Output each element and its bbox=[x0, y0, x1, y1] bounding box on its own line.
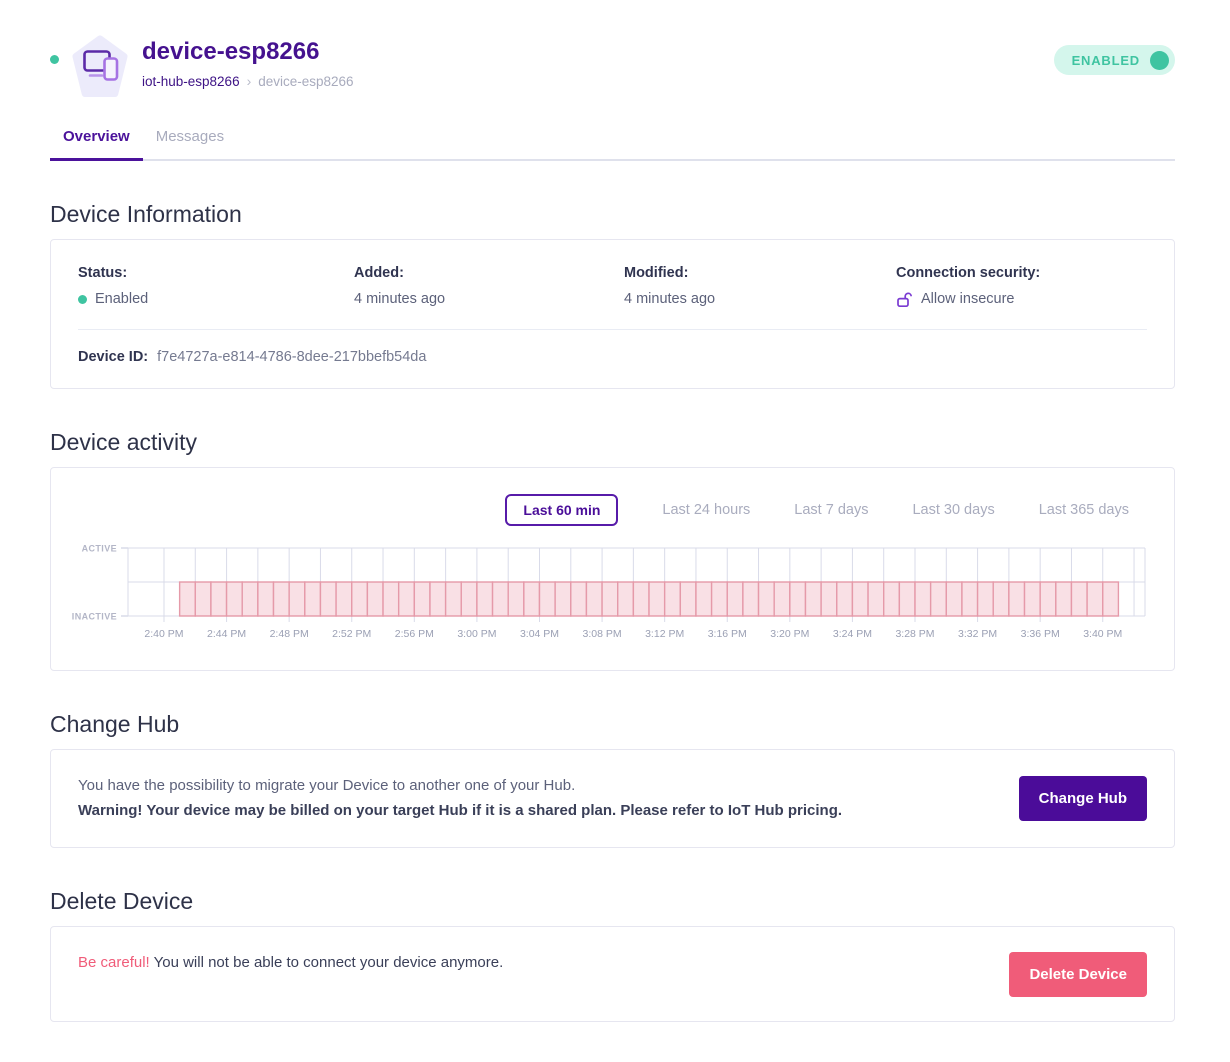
change-hub-heading: Change Hub bbox=[50, 711, 180, 737]
svg-text:3:20 PM: 3:20 PM bbox=[770, 628, 809, 640]
svg-text:3:28 PM: 3:28 PM bbox=[895, 628, 934, 640]
delete-device-card: Be careful! You will not be able to conn… bbox=[50, 926, 1175, 1023]
svg-text:3:08 PM: 3:08 PM bbox=[583, 628, 622, 640]
card-divider bbox=[78, 329, 1147, 330]
field-added: Added: 4 minutes ago bbox=[354, 265, 624, 308]
enabled-toggle[interactable]: ENABLED bbox=[1053, 45, 1175, 75]
device-activity-heading: Device activity bbox=[50, 429, 197, 455]
svg-text:2:56 PM: 2:56 PM bbox=[395, 628, 434, 640]
presence-dot-icon bbox=[50, 55, 59, 64]
change-hub-warning: Warning! Your device may be billed on yo… bbox=[78, 801, 843, 819]
breadcrumb-separator: › bbox=[246, 73, 252, 89]
field-connection-security-value: Allow insecure bbox=[921, 291, 1015, 307]
tab-bar: Overview Messages bbox=[50, 122, 1175, 161]
field-status: Status: Enabled bbox=[78, 265, 354, 308]
field-connection-security-label: Connection security: bbox=[896, 265, 1041, 281]
range-last-30-days[interactable]: Last 30 days bbox=[912, 502, 995, 518]
enabled-badge-label: ENABLED bbox=[1071, 52, 1140, 68]
svg-text:3:04 PM: 3:04 PM bbox=[520, 628, 559, 640]
change-hub-description: You have the possibility to migrate your… bbox=[78, 777, 576, 794]
toggle-on-icon bbox=[1150, 50, 1169, 70]
device-id-label: Device ID: bbox=[78, 349, 149, 365]
svg-text:2:52 PM: 2:52 PM bbox=[332, 628, 371, 640]
svg-text:3:24 PM: 3:24 PM bbox=[833, 628, 872, 640]
device-information-card: Status: Enabled Added: 4 minutes ago Mod… bbox=[50, 239, 1175, 389]
device-information-heading: Device Information bbox=[50, 201, 242, 227]
delete-warning-text: You will not be able to connect your dev… bbox=[149, 954, 504, 972]
device-id-value: f7e4727a-e814-4786-8dee-217bbefb54da bbox=[157, 349, 427, 365]
page-header: device-esp8266 iot-hub-esp8266 › device-… bbox=[50, 26, 1175, 102]
device-activity-chart: ACTIVE INACTIVE 2:40 PM 2:44 PM 2:48 PM 2:52 … bbox=[72, 544, 1146, 640]
svg-text:2:40 PM: 2:40 PM bbox=[144, 628, 183, 640]
field-added-label: Added: bbox=[354, 265, 404, 281]
unlock-icon bbox=[896, 291, 913, 308]
change-hub-button[interactable]: Change Hub bbox=[1018, 776, 1147, 822]
range-last-7-days[interactable]: Last 7 days bbox=[794, 502, 869, 518]
range-last-24-hours[interactable]: Last 24 hours bbox=[662, 502, 751, 518]
breadcrumb-device: device-esp8266 bbox=[258, 73, 354, 89]
breadcrumb: iot-hub-esp8266 › device-esp8266 bbox=[142, 73, 354, 89]
field-connection-security: Connection security: Allow insecure bbox=[896, 265, 1147, 308]
range-last-365-days[interactable]: Last 365 days bbox=[1038, 502, 1129, 518]
delete-device-text: Be careful! You will not be able to conn… bbox=[78, 951, 503, 997]
field-modified-label: Modified: bbox=[624, 265, 689, 281]
delete-warning-prefix: Be careful! bbox=[78, 954, 150, 972]
device-info-fields: Status: Enabled Added: 4 minutes ago Mod… bbox=[78, 265, 1147, 308]
svg-text:2:44 PM: 2:44 PM bbox=[207, 628, 246, 640]
range-last-60-min[interactable]: Last 60 min bbox=[505, 494, 619, 526]
svg-text:3:12 PM: 3:12 PM bbox=[645, 628, 684, 640]
breadcrumb-hub-link[interactable]: iot-hub-esp8266 bbox=[142, 73, 240, 89]
field-added-value: 4 minutes ago bbox=[354, 291, 446, 307]
page-title: device-esp8266 bbox=[142, 38, 320, 65]
delete-device-heading: Delete Device bbox=[50, 888, 194, 915]
tab-overview[interactable]: Overview bbox=[50, 122, 143, 161]
svg-text:3:40 PM: 3:40 PM bbox=[1083, 628, 1122, 640]
svg-text:ACTIVE: ACTIVE bbox=[82, 544, 117, 554]
tab-messages[interactable]: Messages bbox=[143, 122, 237, 161]
device-icon bbox=[72, 35, 128, 102]
device-activity-card: Last 60 min Last 24 hours Last 7 days La… bbox=[50, 467, 1175, 671]
status-dot-icon bbox=[78, 294, 87, 304]
title-block: device-esp8266 iot-hub-esp8266 › device-… bbox=[142, 26, 354, 89]
svg-text:3:16 PM: 3:16 PM bbox=[708, 628, 747, 640]
activity-range-filter: Last 60 min Last 24 hours Last 7 days La… bbox=[51, 494, 1174, 526]
svg-text:3:36 PM: 3:36 PM bbox=[1021, 628, 1060, 640]
field-modified: Modified: 4 minutes ago bbox=[624, 265, 896, 308]
chart-wrapper: ACTIVE INACTIVE 2:40 PM 2:44 PM 2:48 PM 2:52 … bbox=[51, 538, 1174, 661]
svg-text:2:48 PM: 2:48 PM bbox=[270, 628, 309, 640]
change-hub-card: You have the possibility to migrate your… bbox=[50, 749, 1175, 849]
svg-text:INACTIVE: INACTIVE bbox=[72, 612, 117, 622]
field-modified-value: 4 minutes ago bbox=[624, 291, 716, 307]
field-status-label: Status: bbox=[78, 265, 128, 281]
svg-text:3:32 PM: 3:32 PM bbox=[958, 628, 997, 640]
change-hub-text: You have the possibility to migrate your… bbox=[78, 774, 842, 823]
device-id-row: Device ID: f7e4727a-e814-4786-8dee-217bb… bbox=[78, 349, 1147, 365]
svg-text:3:00 PM: 3:00 PM bbox=[457, 628, 496, 640]
field-status-value: Enabled bbox=[95, 291, 149, 307]
delete-device-button[interactable]: Delete Device bbox=[1009, 951, 1147, 997]
